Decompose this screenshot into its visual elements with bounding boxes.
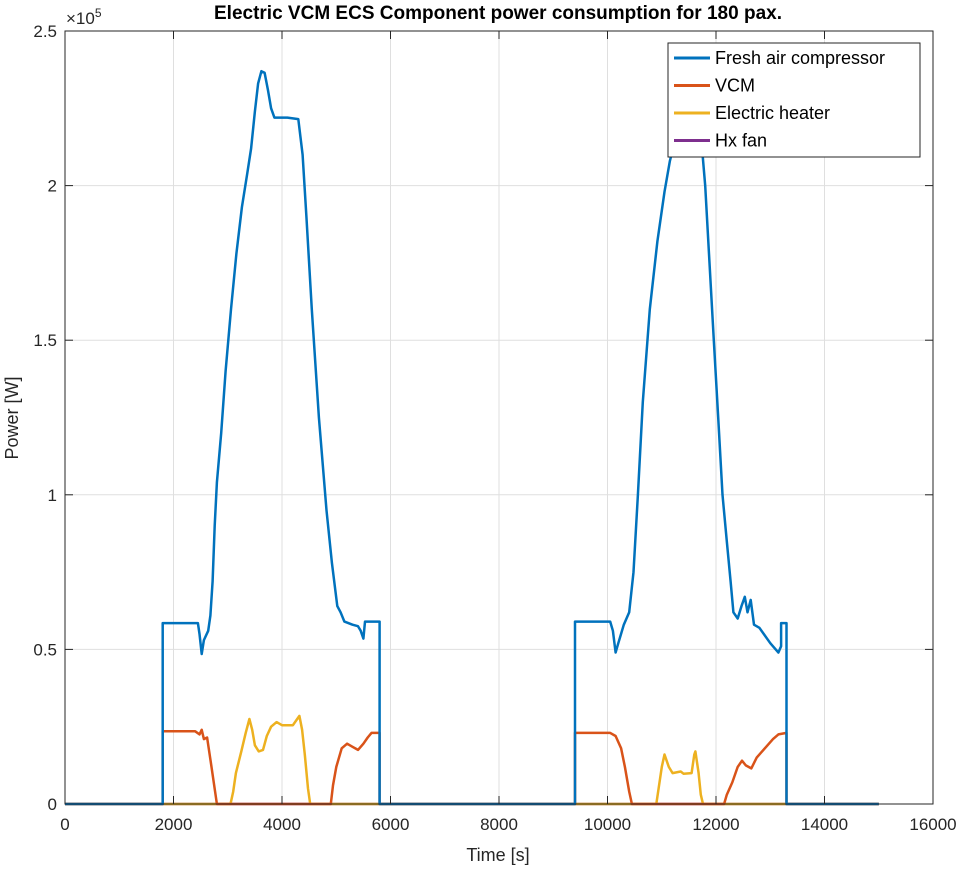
legend: Fresh air compressor VCM Electric heater Hx… (667, 42, 921, 158)
x-tick-label: 16000 (909, 815, 956, 834)
x-tick-label: 14000 (801, 815, 848, 834)
y-tick-label: 0 (48, 795, 57, 814)
axis-ticks (64, 30, 934, 805)
y-axis-exponent: ×105 (66, 6, 102, 28)
y-tick-label: 2 (48, 177, 57, 196)
x-tick-label: 0 (60, 815, 69, 834)
y-exponent-power: 5 (95, 6, 102, 20)
x-tick-label: 12000 (692, 815, 739, 834)
x-tick-label: 8000 (480, 815, 518, 834)
x-axis-tick-labels: 0 2000 4000 6000 8000 10000 12000 14000 16000 (60, 815, 956, 834)
chart-title: Electric VCM ECS Component power consump… (214, 3, 782, 24)
legend-label-electric-heater: Electric heater (715, 103, 830, 123)
y-exponent-base: ×10 (66, 9, 95, 28)
x-tick-label: 2000 (155, 815, 193, 834)
y-axis-tick-labels: 0 0.5 1 1.5 2 2.5 (33, 22, 57, 814)
legend-label-hx-fan: Hx fan (715, 131, 767, 151)
legend-label-vcm: VCM (715, 76, 755, 96)
legend-box (667, 42, 921, 158)
legend-label-fresh-air-compressor: Fresh air compressor (715, 48, 885, 68)
x-tick-label: 10000 (584, 815, 631, 834)
series-line-electric-heater (65, 714, 879, 806)
x-tick-label: 6000 (372, 815, 410, 834)
y-tick-label: 2.5 (33, 22, 57, 41)
x-axis-label: Time [s] (466, 845, 529, 865)
y-tick-label: 1.5 (33, 331, 57, 350)
y-tick-label: 0.5 (33, 640, 57, 659)
y-axis-label: Power [W] (2, 376, 22, 459)
x-tick-label: 4000 (263, 815, 301, 834)
y-tick-label: 1 (48, 486, 57, 505)
